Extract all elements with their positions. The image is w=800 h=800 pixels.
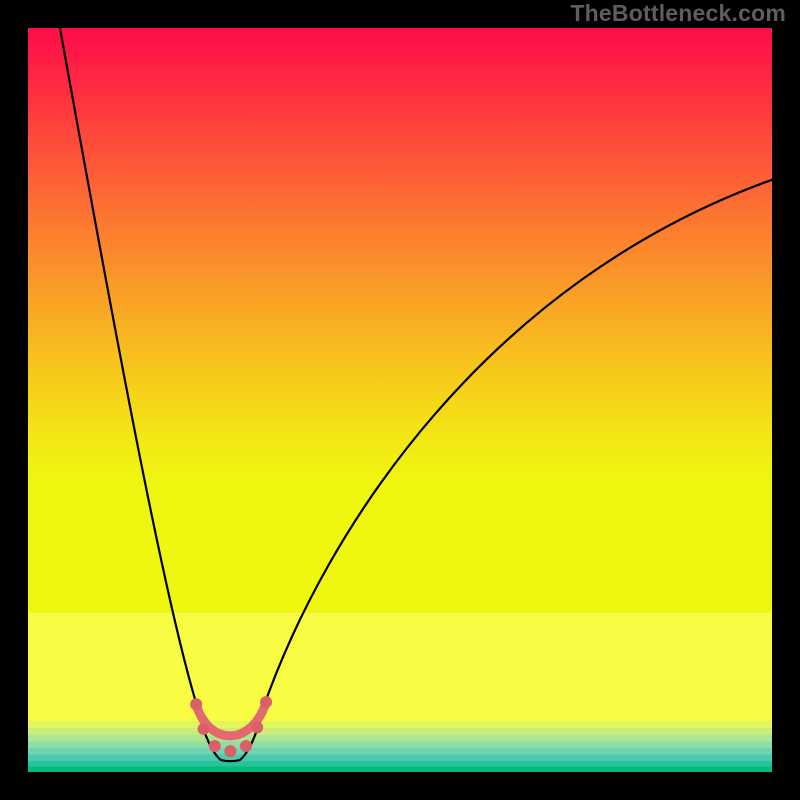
highlight-dot-4: [240, 740, 252, 752]
color-band-6: [28, 761, 772, 767]
highlight-dot-6: [260, 696, 272, 708]
plot-area: [28, 28, 772, 772]
color-band-0: [28, 721, 772, 729]
highlight-dot-0: [190, 698, 202, 710]
watermark-text: TheBottleneck.com: [570, 0, 786, 27]
gradient-backdrop: [28, 28, 772, 612]
color-band-7: [28, 766, 772, 772]
color-band-1: [28, 728, 772, 735]
color-band-4: [28, 748, 772, 755]
highlight-dot-5: [251, 721, 263, 733]
color-band-3: [28, 741, 772, 748]
highlight-dot-1: [198, 723, 210, 735]
highlight-dot-2: [209, 740, 221, 752]
uniform-band: [28, 612, 772, 721]
figure-root: TheBottleneck.com: [0, 0, 800, 800]
color-band-2: [28, 735, 772, 742]
chart-svg: [28, 28, 772, 772]
color-band-5: [28, 754, 772, 761]
highlight-dot-3: [224, 745, 236, 757]
